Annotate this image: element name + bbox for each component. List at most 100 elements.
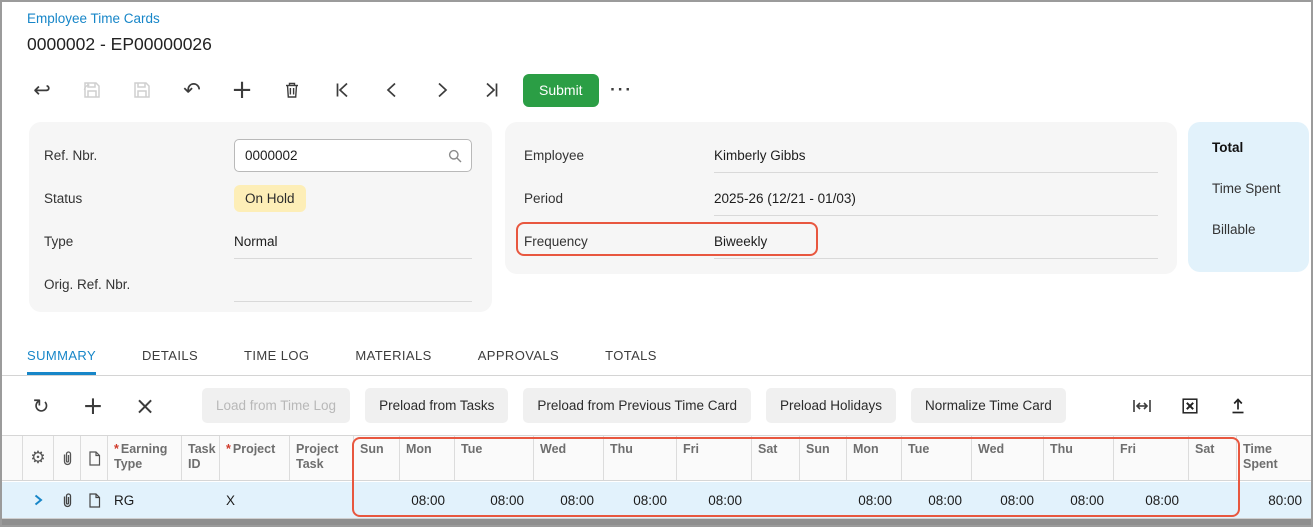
column-header-mon-week2[interactable]: Mon xyxy=(847,436,902,480)
ref-nbr-input[interactable] xyxy=(245,148,447,163)
tab-approvals[interactable]: APPROVALS xyxy=(477,347,560,363)
row-note-button[interactable] xyxy=(81,482,108,518)
go-next-button[interactable] xyxy=(417,71,467,109)
screen-title-link[interactable]: Employee Time Cards xyxy=(27,11,160,26)
cell-project[interactable]: X xyxy=(226,492,236,508)
tab-bar: SUMMARY DETAILS TIME LOG MATERIALS APPRO… xyxy=(2,335,1311,376)
column-header-label: Sun xyxy=(360,442,384,456)
cell-tue-week1[interactable]: 08:00 xyxy=(490,492,524,508)
back-button[interactable]: ↩ xyxy=(17,71,67,109)
column-header-sat-week2[interactable]: Sat xyxy=(1189,436,1237,480)
tab-materials[interactable]: MATERIALS xyxy=(355,347,432,363)
upload-icon xyxy=(1232,397,1244,413)
field-underline xyxy=(234,301,472,302)
column-header-project-task[interactable]: Project Task xyxy=(290,436,354,480)
column-header-sun-week1[interactable]: Sun xyxy=(354,436,400,480)
cancel-button[interactable]: ↶ xyxy=(167,71,217,109)
save-and-close-button[interactable] xyxy=(67,71,117,109)
expand-row-button[interactable] xyxy=(22,482,54,518)
record-toolbar: ↩ ↶ + Submit ··· xyxy=(17,70,645,110)
go-first-button[interactable] xyxy=(317,71,367,109)
row-attachment-button[interactable] xyxy=(54,482,81,518)
refresh-icon: ↻ xyxy=(32,393,50,418)
cell-mon-week2[interactable]: 08:00 xyxy=(858,492,892,508)
ellipsis-icon: ··· xyxy=(610,80,634,99)
column-header-wed-week1[interactable]: Wed xyxy=(534,436,604,480)
go-last-button[interactable] xyxy=(467,71,517,109)
frequency-label: Frequency xyxy=(524,234,588,249)
column-header-fri-week1[interactable]: Fri xyxy=(677,436,752,480)
trash-icon xyxy=(286,82,298,98)
column-header-tue-week1[interactable]: Tue xyxy=(455,436,534,480)
table-row[interactable]: RG X 08:00 08:00 08:00 08:00 08:00 08:00… xyxy=(2,482,1311,519)
column-header-fri-week2[interactable]: Fri xyxy=(1114,436,1189,480)
upload-button[interactable] xyxy=(1227,391,1249,421)
grid-header-spacer xyxy=(2,436,22,480)
tab-time-log[interactable]: TIME LOG xyxy=(244,347,310,363)
preload-holidays-button[interactable]: Preload Holidays xyxy=(765,388,897,423)
cell-mon-week1[interactable]: 08:00 xyxy=(411,492,445,508)
next-record-icon xyxy=(438,82,448,98)
cell-thu-week1[interactable]: 08:00 xyxy=(633,492,667,508)
submit-button[interactable]: Submit xyxy=(523,73,599,107)
column-header-wed-week2[interactable]: Wed xyxy=(972,436,1044,480)
column-header-sun-week2[interactable]: Sun xyxy=(800,436,847,480)
preload-from-tasks-button[interactable]: Preload from Tasks xyxy=(365,388,509,423)
column-header-task-id[interactable]: Task ID xyxy=(182,436,220,480)
field-underline xyxy=(714,258,1158,259)
first-record-icon xyxy=(336,82,348,98)
column-header-tue-week2[interactable]: Tue xyxy=(902,436,972,480)
load-from-time-log-button[interactable]: Load from Time Log xyxy=(202,388,351,423)
column-header-label: Fri xyxy=(683,442,699,456)
refresh-button[interactable]: ↻ xyxy=(30,391,52,421)
search-icon[interactable] xyxy=(447,148,463,164)
preload-from-previous-time-card-button[interactable]: Preload from Previous Time Card xyxy=(523,388,751,423)
period-value[interactable]: 2025-26 (12/21 - 01/03) xyxy=(714,191,856,206)
fit-to-screen-button[interactable] xyxy=(1131,391,1153,421)
time-spent-label: Time Spent xyxy=(1212,181,1281,196)
grid-settings-button[interactable]: ⚙ xyxy=(22,436,54,480)
column-header-mon-week1[interactable]: Mon xyxy=(400,436,455,480)
tab-summary[interactable]: SUMMARY xyxy=(27,335,97,375)
cell-wed-week1[interactable]: 08:00 xyxy=(560,492,594,508)
export-to-excel-button[interactable] xyxy=(1179,391,1201,421)
save-button[interactable] xyxy=(117,71,167,109)
column-header-thu-week1[interactable]: Thu xyxy=(604,436,677,480)
column-header-project[interactable]: * Project xyxy=(220,436,290,480)
delete-button[interactable] xyxy=(267,71,317,109)
column-attachment-header[interactable] xyxy=(54,436,81,480)
back-arrow-icon: ↩ xyxy=(33,77,51,102)
cell-fri-week2[interactable]: 08:00 xyxy=(1145,492,1179,508)
cell-tue-week2[interactable]: 08:00 xyxy=(928,492,962,508)
frequency-value: Biweekly xyxy=(714,234,768,249)
employee-value[interactable]: Kimberly Gibbs xyxy=(714,148,806,163)
required-marker: * xyxy=(114,442,119,456)
go-previous-button[interactable] xyxy=(367,71,417,109)
more-actions-button[interactable]: ··· xyxy=(599,71,645,109)
column-notes-header[interactable] xyxy=(81,436,108,480)
cell-earning-type[interactable]: RG xyxy=(114,492,135,508)
field-underline xyxy=(714,172,1158,173)
status-badge: On Hold xyxy=(234,185,306,212)
cell-fri-week1[interactable]: 08:00 xyxy=(708,492,742,508)
column-header-label: Sat xyxy=(758,442,778,456)
field-underline xyxy=(714,215,1158,216)
cell-wed-week2[interactable]: 08:00 xyxy=(1000,492,1034,508)
column-header-earning-type[interactable]: * Earning Type xyxy=(108,436,182,480)
gear-icon: ⚙ xyxy=(30,447,46,468)
tab-totals[interactable]: TOTALS xyxy=(605,347,657,363)
cell-time-spent[interactable]: 80:00 xyxy=(1268,492,1302,508)
delete-row-button[interactable]: × xyxy=(134,391,156,421)
ref-nbr-field[interactable] xyxy=(234,139,472,172)
chevron-right-icon xyxy=(34,494,43,506)
normalize-time-card-button[interactable]: Normalize Time Card xyxy=(911,388,1066,423)
cell-thu-week2[interactable]: 08:00 xyxy=(1070,492,1104,508)
column-header-label: Project Task xyxy=(296,442,339,471)
column-header-time-spent[interactable]: Time Spent xyxy=(1237,436,1311,480)
insert-button[interactable]: + xyxy=(217,71,267,109)
tab-details[interactable]: DETAILS xyxy=(142,347,199,363)
add-row-button[interactable]: + xyxy=(82,391,104,421)
type-value[interactable]: Normal xyxy=(234,234,278,249)
column-header-sat-week1[interactable]: Sat xyxy=(752,436,800,480)
column-header-thu-week2[interactable]: Thu xyxy=(1044,436,1114,480)
